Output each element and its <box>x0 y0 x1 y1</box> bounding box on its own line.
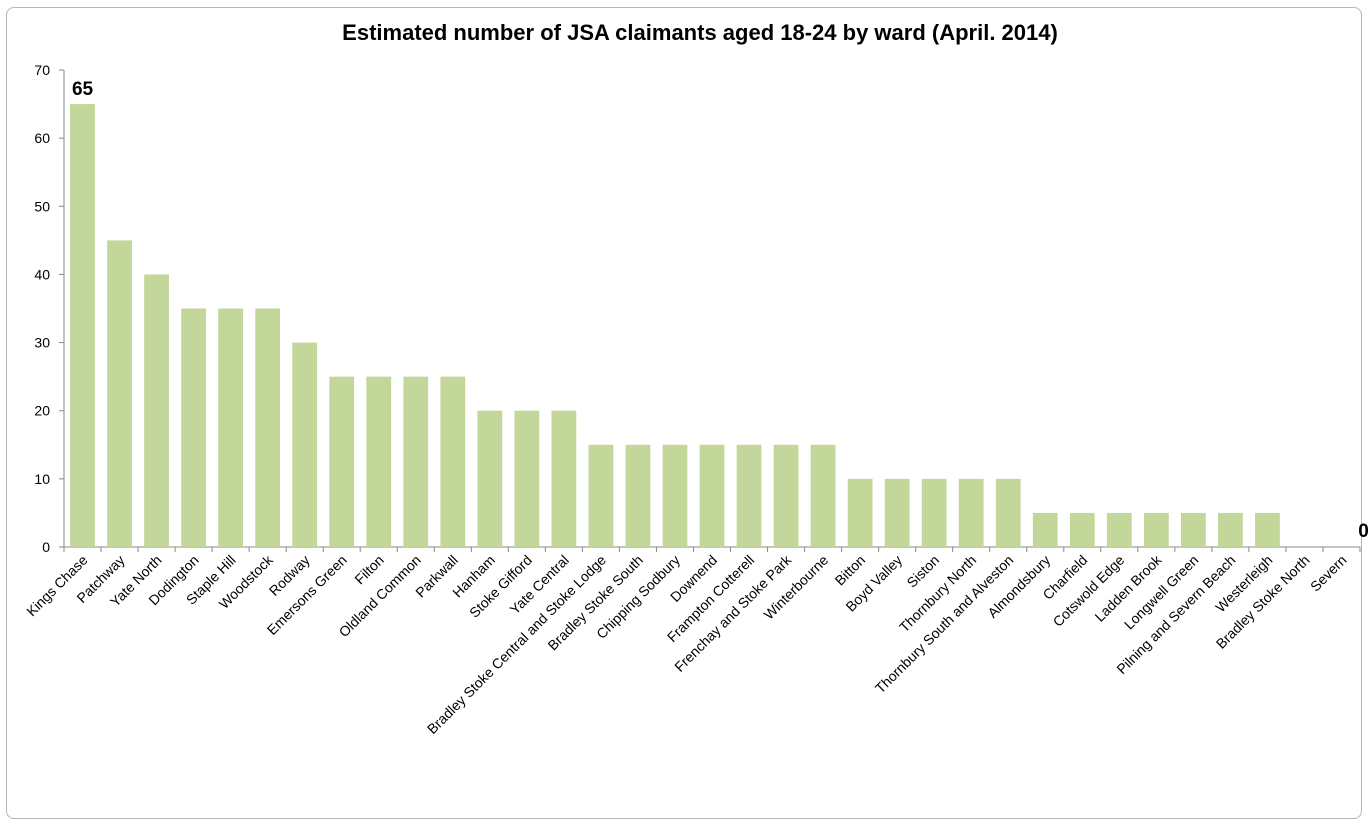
data-labels: 65 0 <box>72 79 1369 542</box>
bar <box>1069 512 1095 547</box>
bar <box>625 444 651 547</box>
bars <box>70 104 1280 548</box>
bar <box>255 308 281 547</box>
x-tick-label: Kings Chase <box>23 552 91 620</box>
bar <box>366 376 392 547</box>
data-label: 65 <box>72 79 94 100</box>
bar <box>1255 512 1280 547</box>
bar <box>440 376 466 547</box>
bar <box>218 308 244 547</box>
bar <box>292 342 318 547</box>
bar <box>1143 512 1169 547</box>
bar <box>699 444 725 547</box>
bar <box>995 478 1021 547</box>
bar <box>662 444 688 547</box>
bar <box>773 444 799 547</box>
bar <box>551 410 577 547</box>
bar <box>403 376 429 547</box>
y-tick-label: 70 <box>34 62 50 78</box>
bar <box>958 478 984 547</box>
bar <box>1180 512 1206 547</box>
y-tick-labels: 0 10 20 30 40 50 60 70 <box>34 62 50 555</box>
bar <box>107 240 132 547</box>
y-tick-label: 10 <box>34 471 50 487</box>
data-label: 0 <box>1358 521 1369 542</box>
y-tick-label: 30 <box>34 335 50 351</box>
y-tick-label: 40 <box>34 266 50 282</box>
y-tick-label: 60 <box>34 130 50 146</box>
bar <box>329 376 355 547</box>
bar <box>847 478 873 547</box>
bar <box>588 444 614 547</box>
y-tick-label: 50 <box>34 198 50 214</box>
bar <box>181 308 207 547</box>
bar <box>1106 512 1132 547</box>
bar <box>921 478 947 547</box>
bar <box>884 478 910 547</box>
y-tick-label: 0 <box>42 539 50 555</box>
x-tick-label: Severn <box>1307 552 1350 595</box>
y-tick-label: 20 <box>34 403 50 419</box>
bar <box>514 410 540 547</box>
bar <box>1217 512 1243 547</box>
bar <box>477 410 503 547</box>
bar <box>144 274 169 547</box>
bar <box>70 104 95 548</box>
chart-title: Estimated number of JSA claimants aged 1… <box>342 20 1058 45</box>
bar <box>810 444 836 547</box>
bar <box>736 444 762 547</box>
bar <box>1032 512 1058 547</box>
